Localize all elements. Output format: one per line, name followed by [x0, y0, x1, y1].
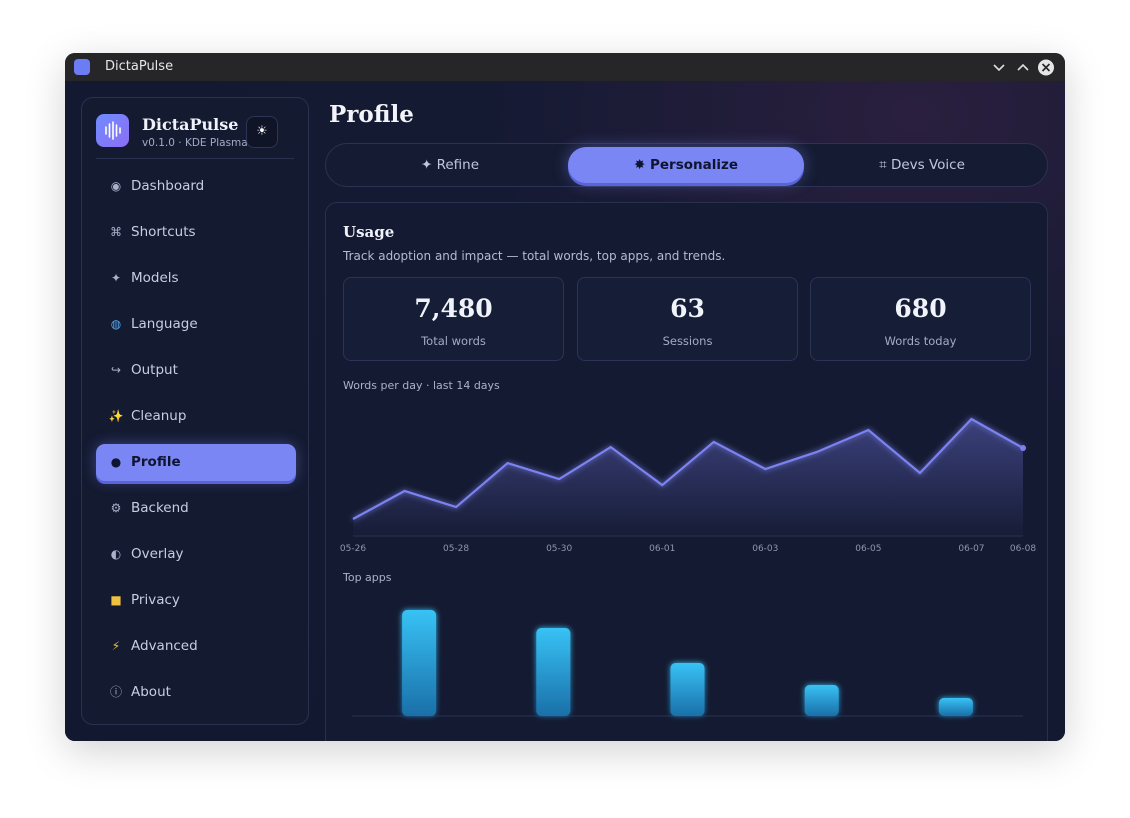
window-controls[interactable]: [991, 59, 1061, 77]
line: [352, 417, 1024, 520]
tab[interactable]: ✦ Refine: [420, 157, 480, 173]
tab[interactable]: ✸ Personalize: [568, 147, 804, 183]
app-name: DictaPulse: [142, 115, 239, 134]
area: [353, 419, 1023, 536]
minimize[interactable]: [993, 64, 1005, 72]
x-tick-label: 05-26: [340, 544, 366, 554]
nav-item[interactable]: ⚡ Advanced: [111, 638, 198, 654]
nav-item[interactable]: ↪ Output: [110, 362, 178, 378]
nav-item[interactable]: ■ Privacy: [110, 592, 180, 608]
nav-item[interactable]: ⚙ Backend: [110, 500, 189, 516]
logo: [96, 114, 129, 147]
nav-item[interactable]: ✨ Cleanup: [108, 408, 187, 424]
x-tick-label: 06-08: [1010, 544, 1036, 554]
x-tick-label: 06-01: [649, 544, 675, 554]
nav-item[interactable]: ⌘ Shortcuts: [110, 224, 196, 240]
stat-card: 7,480 Total words: [343, 277, 564, 361]
x-tick-label: 06-03: [752, 544, 778, 554]
app-icon: [74, 59, 90, 75]
x-tick-label: 05-30: [546, 544, 572, 554]
nav-item[interactable]: ◐ Overlay: [110, 546, 184, 562]
tab-bar: ✦ Refine ✸ Personalize ⌗ Devs Voice: [325, 143, 1048, 187]
x-tick-label: 06-07: [958, 544, 984, 554]
charts: 05-26 05-28 05-30 06-01 06-03 06-05 06-07 06-08: [340, 417, 1036, 717]
card-title: Usage: [343, 223, 395, 241]
app-version: v0.1.0 · KDE Plasma: [142, 137, 248, 149]
x-tick-label: 06-05: [855, 544, 881, 554]
title-bar: DictaPulse: [65, 53, 1065, 81]
end-point: [1020, 445, 1026, 452]
theme-toggle[interactable]: ☀: [246, 116, 278, 148]
nav-item[interactable]: ● Profile: [96, 444, 296, 481]
bar: [670, 663, 705, 716]
nav-item[interactable]: ◉ Dashboard: [110, 178, 205, 194]
usage-card: Usage Track adoption and impact — total …: [325, 202, 1048, 741]
page-title: Profile: [329, 101, 414, 128]
card-subtitle: Track adoption and impact — total words,…: [343, 249, 726, 263]
bar: [536, 628, 571, 716]
nav-item[interactable]: ⓘ About: [109, 684, 171, 700]
divider: [96, 158, 294, 159]
maximize[interactable]: [1017, 63, 1029, 71]
x-tick-label: 05-28: [443, 544, 469, 554]
nav-item[interactable]: ✦ Models: [110, 270, 179, 286]
nav-item[interactable]: ◍ Language: [110, 316, 198, 332]
tab[interactable]: ⌗ Devs Voice: [879, 157, 965, 173]
app-window: DictaPulse DictaPulse v0.1.0 · KDE Plasm…: [65, 53, 1065, 741]
stat-card: 63 Sessions: [577, 277, 798, 361]
chart-title: Top apps: [343, 571, 392, 584]
content: DictaPulse v0.1.0 · KDE Plasma ☀ ◉ Dashbo…: [65, 81, 1065, 741]
chart-title: Words per day · last 14 days: [343, 379, 500, 392]
bar: [804, 685, 839, 716]
sidebar: DictaPulse v0.1.0 · KDE Plasma ☀ ◉ Dashbo…: [81, 97, 309, 725]
window-title: DictaPulse: [105, 59, 174, 74]
bar: [938, 698, 973, 716]
stat-card: 680 Words today: [810, 277, 1031, 361]
bar: [402, 610, 437, 716]
